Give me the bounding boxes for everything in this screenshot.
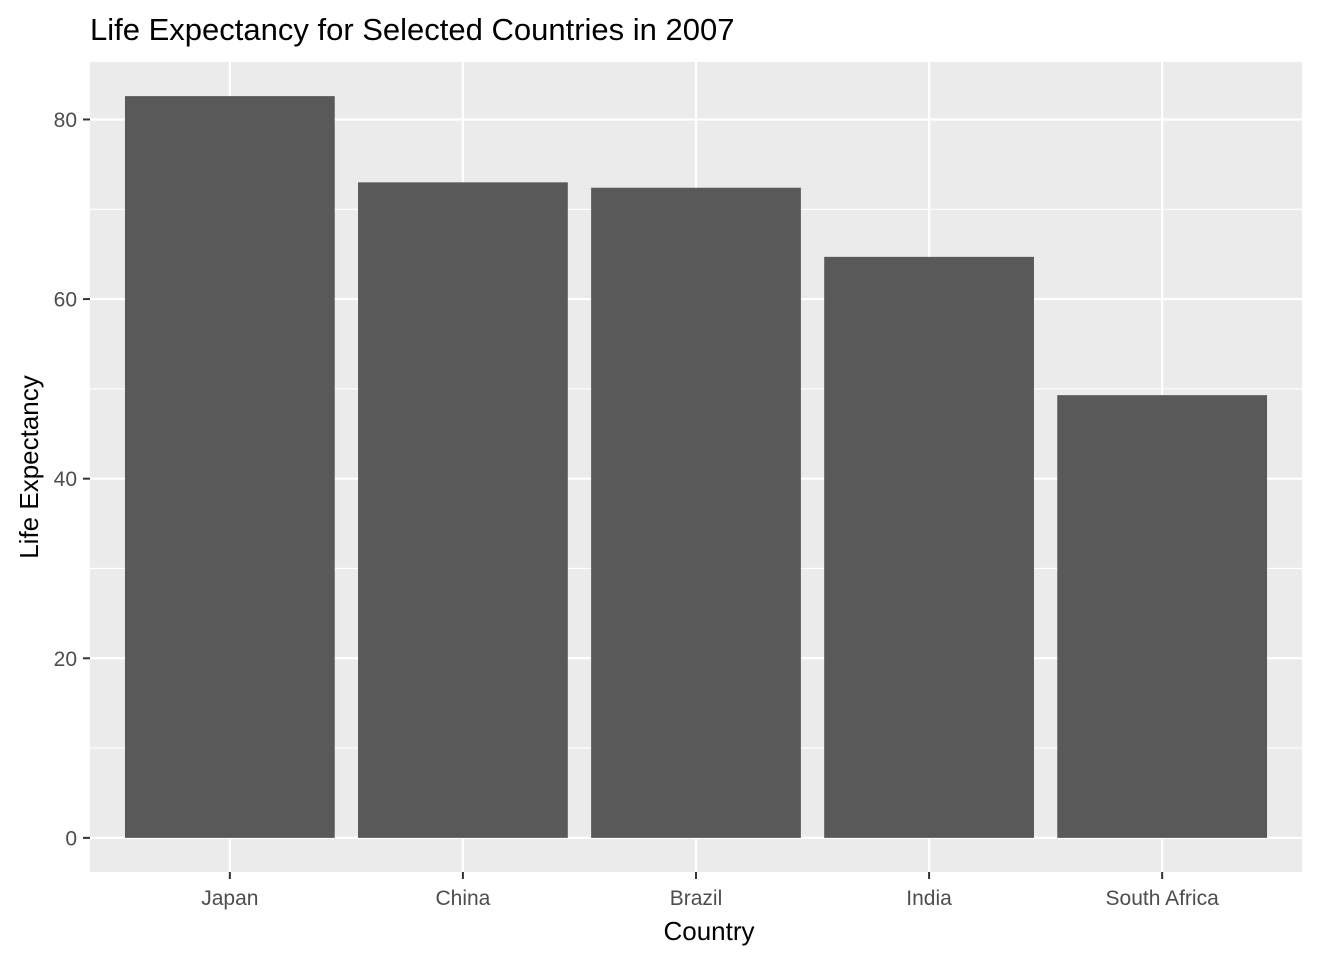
bar-south-africa xyxy=(1057,395,1268,838)
x-tick-label: India xyxy=(906,887,952,910)
y-axis: 0 20 40 60 80 xyxy=(54,109,90,850)
x-tick-label: Brazil xyxy=(670,887,723,910)
x-tick-label: Japan xyxy=(201,887,258,910)
x-axis-title: Country xyxy=(663,916,754,946)
y-tick-label: 0 xyxy=(65,827,77,850)
x-axis: Japan China Brazil India South Africa xyxy=(201,872,1219,910)
bar-japan xyxy=(124,96,335,838)
bars xyxy=(124,96,1268,838)
chart-title: Life Expectancy for Selected Countries i… xyxy=(90,12,735,47)
y-axis-title: Life Expectancy xyxy=(14,375,44,559)
y-tick-label: 60 xyxy=(54,289,77,312)
bar-china xyxy=(358,182,568,838)
bar-brazil xyxy=(591,187,801,838)
y-tick-label: 40 xyxy=(54,468,77,491)
x-tick-label: China xyxy=(435,887,490,910)
y-tick-label: 80 xyxy=(54,109,77,132)
x-tick-label: South Africa xyxy=(1106,887,1220,910)
y-tick-label: 20 xyxy=(54,648,77,671)
bar-india xyxy=(824,256,1034,838)
